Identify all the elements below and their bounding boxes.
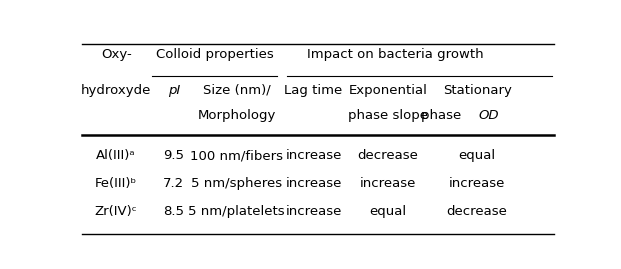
Text: increase: increase <box>360 177 416 190</box>
Text: 9.5: 9.5 <box>163 149 184 162</box>
Text: 5 nm/spheres: 5 nm/spheres <box>191 177 282 190</box>
Text: Impact on bacteria growth: Impact on bacteria growth <box>307 48 484 61</box>
Text: 7.2: 7.2 <box>163 177 184 190</box>
Text: Colloid properties: Colloid properties <box>156 48 274 61</box>
Text: decrease: decrease <box>446 205 507 218</box>
Text: increase: increase <box>285 205 342 218</box>
Text: 5 nm/platelets: 5 nm/platelets <box>188 205 285 218</box>
Text: Stationary: Stationary <box>443 84 512 97</box>
Text: Morphology: Morphology <box>197 109 276 122</box>
Text: 100 nm/fibers: 100 nm/fibers <box>190 149 283 162</box>
Text: pI: pI <box>168 84 180 97</box>
Text: Zr(IV)ᶜ: Zr(IV)ᶜ <box>95 205 137 218</box>
Text: equal: equal <box>369 205 407 218</box>
Text: OD: OD <box>478 109 499 122</box>
Text: increase: increase <box>285 177 342 190</box>
Text: phase: phase <box>420 109 465 122</box>
Text: Fe(III)ᵇ: Fe(III)ᵇ <box>95 177 137 190</box>
Text: equal: equal <box>458 149 496 162</box>
Text: increase: increase <box>449 177 505 190</box>
Text: Al(III)ᵃ: Al(III)ᵃ <box>96 149 136 162</box>
Text: Oxy-: Oxy- <box>101 48 132 61</box>
Text: decrease: decrease <box>358 149 419 162</box>
Text: 8.5: 8.5 <box>163 205 184 218</box>
Text: phase slope: phase slope <box>348 109 428 122</box>
Text: increase: increase <box>285 149 342 162</box>
Text: Exponential: Exponential <box>348 84 427 97</box>
Text: hydroxyde: hydroxyde <box>81 84 152 97</box>
Text: Lag time: Lag time <box>284 84 343 97</box>
Text: Size (nm)/: Size (nm)/ <box>202 84 270 97</box>
